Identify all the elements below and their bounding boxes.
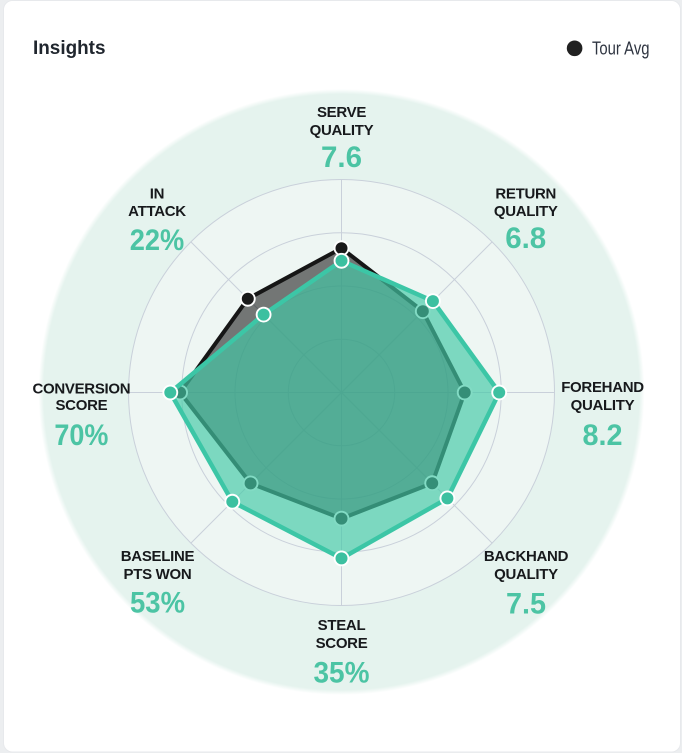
svg-text:CONVERSION: CONVERSION [32, 380, 130, 397]
svg-text:7.6: 7.6 [321, 141, 362, 174]
svg-text:BASELINE: BASELINE [121, 548, 195, 565]
svg-text:Insights: Insights [33, 38, 106, 59]
svg-text:7.5: 7.5 [506, 588, 546, 621]
svg-text:SCORE: SCORE [55, 397, 107, 414]
svg-text:SCORE: SCORE [316, 635, 368, 652]
svg-text:QUALITY: QUALITY [494, 566, 558, 583]
svg-text:6.8: 6.8 [505, 222, 546, 255]
svg-text:PTS WON: PTS WON [124, 566, 192, 583]
svg-text:22%: 22% [130, 224, 185, 257]
svg-text:35%: 35% [314, 657, 370, 690]
svg-text:70%: 70% [54, 419, 108, 452]
svg-text:QUALITY: QUALITY [494, 203, 558, 220]
svg-text:IN: IN [150, 186, 164, 203]
svg-text:QUALITY: QUALITY [310, 122, 374, 139]
svg-text:RETURN: RETURN [495, 186, 556, 203]
svg-text:QUALITY: QUALITY [571, 397, 635, 414]
svg-text:STEAL: STEAL [318, 617, 366, 634]
svg-text:FOREHAND: FOREHAND [561, 379, 644, 396]
svg-text:SERVE: SERVE [317, 104, 366, 121]
svg-text:53%: 53% [130, 587, 185, 620]
svg-text:Tour Avg: Tour Avg [592, 38, 650, 58]
svg-text:ATTACK: ATTACK [128, 203, 186, 220]
svg-text:8.2: 8.2 [583, 419, 623, 452]
svg-text:BACKHAND: BACKHAND [484, 548, 569, 565]
